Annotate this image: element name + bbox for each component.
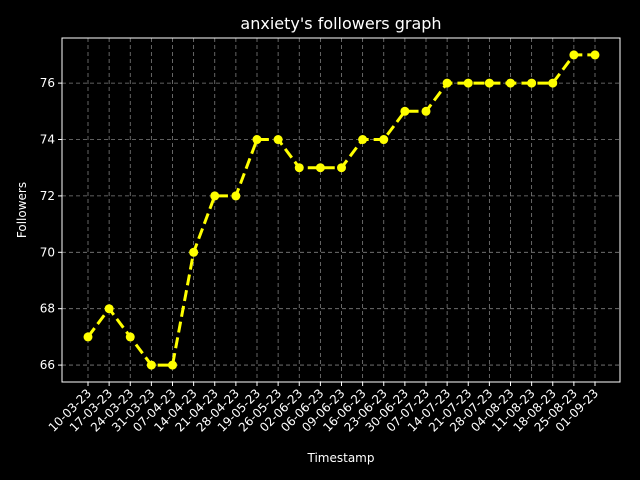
y-tick-label: 66 <box>40 358 55 372</box>
y-tick-label: 76 <box>40 76 55 90</box>
data-point <box>421 106 431 116</box>
data-point <box>337 163 346 173</box>
data-point <box>273 135 283 145</box>
y-tick-label: 74 <box>40 133 55 147</box>
data-point <box>252 135 262 145</box>
data-point <box>210 191 220 201</box>
data-point <box>590 50 600 60</box>
data-point <box>294 163 304 173</box>
data-point <box>400 106 410 116</box>
data-point <box>315 163 325 173</box>
data-point <box>168 360 177 370</box>
x-axis-label: Timestamp <box>307 451 375 465</box>
data-point <box>484 78 494 88</box>
data-point <box>379 135 389 145</box>
data-point <box>442 78 452 88</box>
y-tick-label: 72 <box>40 189 55 203</box>
series-layer <box>83 50 600 370</box>
y-axis-label: Followers <box>15 182 29 238</box>
data-point <box>569 50 579 60</box>
data-point <box>527 78 537 88</box>
data-point <box>125 332 135 342</box>
data-point <box>506 78 515 88</box>
data-point <box>231 191 241 201</box>
data-point <box>463 78 473 88</box>
data-point <box>358 135 368 145</box>
chart-title: anxiety's followers graph <box>240 14 441 33</box>
data-point <box>83 332 93 342</box>
data-point <box>548 78 558 88</box>
data-point <box>189 247 199 257</box>
grid-lines <box>62 38 620 382</box>
y-tick-label: 68 <box>40 302 55 316</box>
data-point <box>146 360 156 370</box>
y-axis-ticks: 66 68 70 72 74 76 <box>40 76 62 372</box>
y-tick-label: 70 <box>40 245 55 259</box>
data-point <box>104 304 114 314</box>
